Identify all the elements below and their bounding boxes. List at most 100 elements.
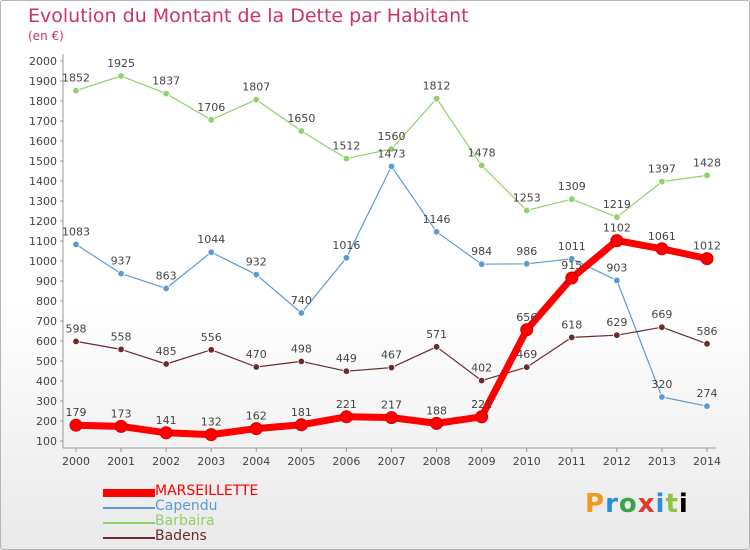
y-tick-label: 600 — [36, 335, 57, 348]
data-point — [297, 127, 306, 135]
legend-swatch — [103, 489, 155, 497]
data-point — [475, 410, 489, 424]
data-point — [342, 154, 351, 163]
data-label: 598 — [66, 322, 87, 335]
chart-subtitle: (en €) — [28, 29, 64, 43]
data-label: 1512 — [332, 140, 360, 153]
x-tick-label: 2000 — [62, 455, 90, 468]
data-label: 1852 — [62, 72, 90, 85]
data-label: 1560 — [378, 130, 406, 143]
logo-letter: i — [655, 489, 666, 519]
data-label: 179 — [66, 406, 87, 419]
data-label: 740 — [291, 294, 312, 307]
y-tick-label: 300 — [36, 395, 57, 408]
data-point — [477, 161, 486, 170]
x-tick-label: 2011 — [558, 455, 586, 468]
data-label: 1061 — [648, 230, 676, 243]
data-point — [387, 363, 396, 372]
data-label: 558 — [111, 330, 132, 343]
x-tick-label: 2012 — [603, 455, 631, 468]
data-label: 485 — [156, 345, 177, 358]
data-label: 320 — [651, 378, 672, 391]
x-tick-label: 2006 — [332, 455, 360, 468]
y-tick-label: 900 — [36, 275, 57, 288]
data-point — [162, 89, 170, 98]
y-tick-label: 1400 — [29, 175, 57, 188]
data-label: 221 — [336, 398, 357, 411]
data-label: 1011 — [558, 240, 586, 253]
data-point — [432, 228, 441, 236]
legend-label: Barbaira — [155, 513, 215, 529]
data-point — [523, 363, 531, 371]
data-point — [430, 416, 444, 430]
data-label: 1219 — [603, 198, 631, 211]
data-label: 1650 — [287, 112, 315, 125]
data-label: 1428 — [693, 156, 721, 169]
data-point — [703, 340, 711, 348]
data-label: 469 — [516, 348, 537, 361]
data-point — [162, 360, 170, 368]
data-point — [568, 255, 576, 263]
data-label: 586 — [697, 325, 718, 338]
legend-label: Badens — [155, 528, 207, 544]
data-label: 1807 — [242, 81, 270, 94]
data-point — [703, 171, 711, 180]
data-label: 1925 — [107, 57, 135, 70]
y-tick-label: 500 — [36, 355, 57, 368]
data-point — [207, 346, 215, 354]
y-tick-label: 1000 — [29, 255, 57, 268]
data-point — [162, 284, 170, 293]
y-tick-label: 100 — [36, 435, 57, 448]
x-tick-label: 2010 — [513, 455, 541, 468]
y-tick-label: 400 — [36, 375, 57, 388]
data-point — [114, 419, 128, 433]
data-label: 986 — [516, 245, 537, 258]
data-label: 217 — [381, 399, 402, 412]
data-label: 629 — [606, 316, 627, 329]
data-label: 984 — [471, 245, 492, 258]
data-label: 162 — [246, 410, 267, 423]
data-label: 498 — [291, 342, 312, 355]
y-tick-label: 1100 — [29, 235, 57, 248]
data-point — [294, 418, 308, 432]
data-label: 903 — [606, 261, 627, 274]
data-point — [610, 234, 624, 248]
data-label: 1397 — [648, 163, 676, 176]
data-point — [204, 428, 218, 442]
data-point — [568, 333, 576, 342]
logo-letter: r — [605, 489, 619, 519]
data-label: 173 — [111, 407, 132, 420]
logo-letter: x — [637, 489, 656, 519]
legend-label: MARSEILLETTE — [155, 483, 259, 499]
logo-letter: o — [618, 489, 638, 519]
data-point — [385, 411, 398, 425]
data-point — [207, 116, 215, 124]
data-point — [252, 363, 260, 371]
data-label: 571 — [426, 328, 447, 341]
data-point — [565, 271, 579, 285]
data-point — [613, 276, 621, 285]
y-tick-label: 800 — [36, 295, 57, 308]
data-label: 1837 — [152, 75, 180, 88]
data-label: 1478 — [468, 146, 496, 159]
data-label: 863 — [156, 269, 177, 282]
data-label: 1309 — [558, 180, 586, 193]
data-label: 1253 — [513, 191, 541, 204]
data-point — [117, 72, 125, 80]
data-point — [658, 393, 666, 401]
data-label: 274 — [697, 387, 718, 400]
data-point — [523, 260, 531, 268]
y-tick-label: 1700 — [29, 115, 57, 128]
data-point — [387, 145, 396, 153]
data-label: 556 — [201, 331, 222, 344]
x-tick-label: 2008 — [423, 455, 451, 468]
data-label: 467 — [381, 349, 402, 362]
data-label: 669 — [651, 308, 672, 321]
logo-letter: t — [665, 489, 679, 519]
data-point — [342, 367, 351, 375]
data-point — [252, 95, 260, 104]
x-tick-label: 2009 — [468, 455, 496, 468]
data-label: 1812 — [423, 80, 451, 93]
data-label: 132 — [201, 416, 222, 429]
